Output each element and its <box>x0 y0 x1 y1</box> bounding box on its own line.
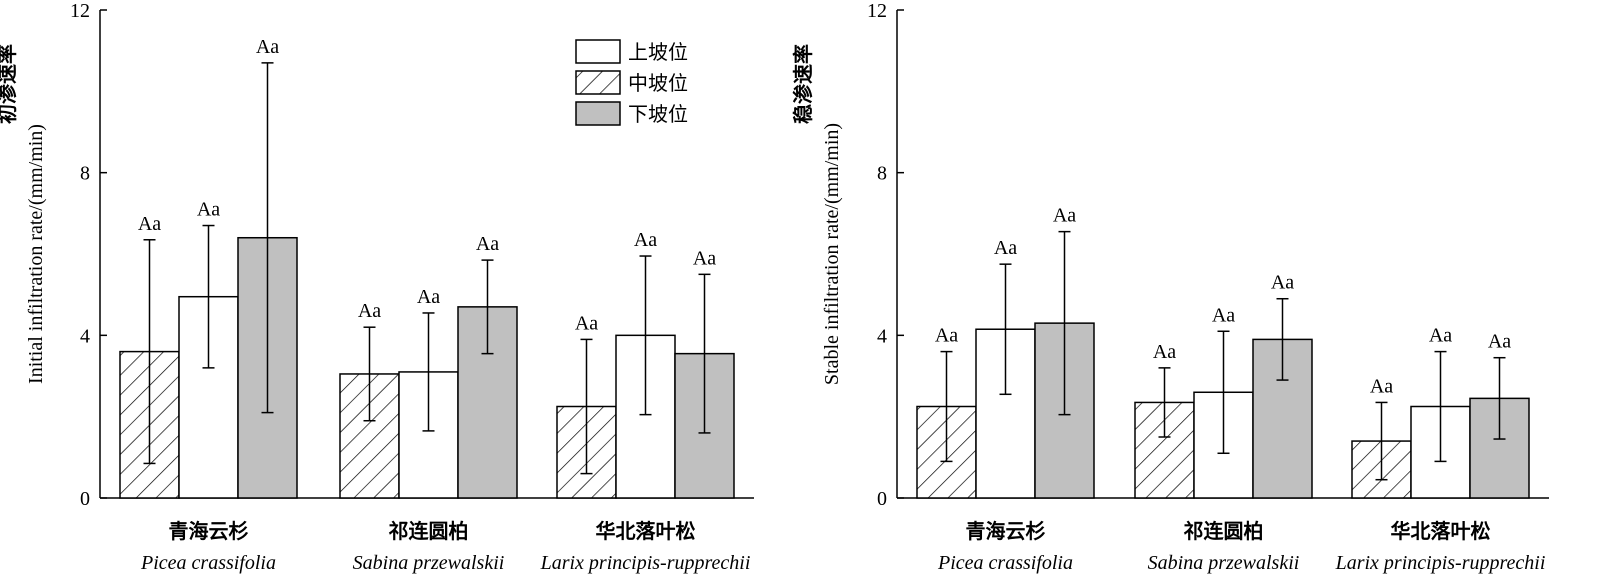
significance-label: Aa <box>1271 272 1294 294</box>
legend-swatch-gray <box>575 101 621 126</box>
significance-label: Aa <box>693 247 716 269</box>
y-tick-label: 0 <box>80 488 90 510</box>
significance-label: Aa <box>1053 205 1076 227</box>
legend-swatch-hatch <box>575 70 621 95</box>
significance-label: Aa <box>197 199 220 221</box>
legend-label: 上坡位 <box>628 40 688 64</box>
chart-panel-1: 0 4 8 12 初渗速率 Initial infiltration rate/(mm/m… <box>0 0 754 574</box>
legend-label: 中坡位 <box>628 71 688 95</box>
legend-swatch-white <box>575 39 621 64</box>
y-tick-label: 12 <box>867 0 887 22</box>
significance-label: Aa <box>1212 304 1235 326</box>
significance-label: Aa <box>1153 341 1176 363</box>
y-axis-title-cn: 稳渗速率 <box>791 44 815 124</box>
y-axis-title: 初渗速率 Initial infiltration rate/(mm/min) <box>0 44 47 384</box>
category-label-cn: 华北落叶松 <box>1391 519 1491 543</box>
significance-label: Aa <box>935 325 958 347</box>
significance-label: Aa <box>994 237 1017 259</box>
y-axis-title-cn: 初渗速率 <box>0 44 19 124</box>
category-label-cn: 祁连圆柏 <box>1184 519 1264 543</box>
y-tick-label: 8 <box>80 163 90 185</box>
category-label-latin: Picea crassifolia <box>140 552 276 574</box>
chart-panel-2: 0 4 8 12 稳渗速率 Stable infiltration rate/(mm/mi… <box>791 0 1549 574</box>
category-label-cn: 青海云杉 <box>966 519 1046 543</box>
bar-white <box>615 334 676 499</box>
category-label-cn: 华北落叶松 <box>596 519 696 543</box>
significance-label: Aa <box>634 229 657 251</box>
significance-label: Aa <box>138 213 161 235</box>
y-tick-label: 4 <box>80 325 90 347</box>
significance-label: Aa <box>1488 331 1511 353</box>
y-axis-title: 稳渗速率 Stable infiltration rate/(mm/min) <box>791 44 843 385</box>
category-label-cn: 青海云杉 <box>169 519 249 543</box>
category-label-latin: Sabina przewalskii <box>353 552 505 574</box>
significance-label: Aa <box>256 36 279 58</box>
significance-label: Aa <box>476 233 499 255</box>
category-label-latin: Larix principis-rupprechii <box>1335 552 1546 574</box>
legend-label: 下坡位 <box>628 102 688 126</box>
category-label-cn: 祁连圆柏 <box>389 519 469 543</box>
significance-label: Aa <box>575 312 598 334</box>
significance-label: Aa <box>358 300 381 322</box>
category-label-latin: Sabina przewalskii <box>1148 552 1300 574</box>
significance-label: Aa <box>417 286 440 308</box>
y-tick-label: 0 <box>877 488 887 510</box>
y-axis-title-en: Stable infiltration rate/(mm/min) <box>821 123 843 385</box>
y-axis-title-en: Initial infiltration rate/(mm/min) <box>25 124 47 384</box>
y-tick-label: 8 <box>877 163 887 185</box>
category-label-latin: Picea crassifolia <box>937 552 1073 574</box>
significance-label: Aa <box>1429 325 1452 347</box>
significance-label: Aa <box>1370 375 1393 397</box>
y-tick-label: 12 <box>70 0 90 22</box>
y-tick-label: 4 <box>877 325 887 347</box>
category-label-latin: Larix principis-rupprechii <box>540 552 751 574</box>
